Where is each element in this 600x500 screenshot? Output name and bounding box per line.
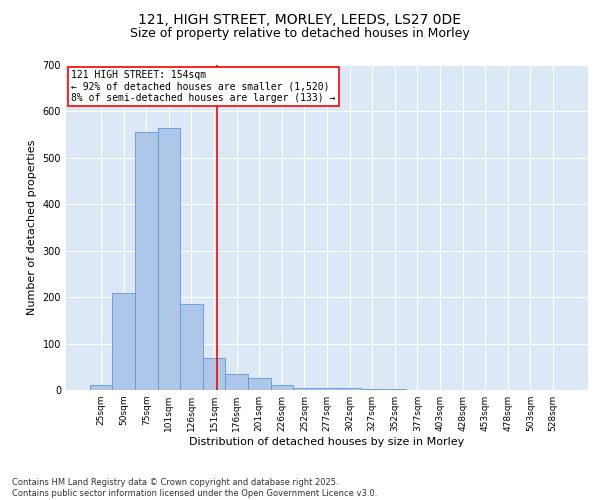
Bar bbox=[361, 388, 383, 390]
Y-axis label: Number of detached properties: Number of detached properties bbox=[27, 140, 37, 315]
Bar bbox=[383, 389, 406, 390]
Bar bbox=[226, 374, 248, 390]
Bar bbox=[316, 388, 338, 390]
X-axis label: Distribution of detached houses by size in Morley: Distribution of detached houses by size … bbox=[190, 437, 464, 447]
Bar bbox=[293, 388, 316, 390]
Bar bbox=[90, 386, 112, 390]
Bar bbox=[180, 304, 203, 390]
Text: Contains HM Land Registry data © Crown copyright and database right 2025.
Contai: Contains HM Land Registry data © Crown c… bbox=[12, 478, 377, 498]
Bar bbox=[112, 292, 135, 390]
Bar bbox=[135, 132, 158, 390]
Bar bbox=[338, 388, 361, 390]
Text: Size of property relative to detached houses in Morley: Size of property relative to detached ho… bbox=[130, 28, 470, 40]
Bar bbox=[203, 358, 226, 390]
Bar bbox=[248, 378, 271, 390]
Text: 121, HIGH STREET, MORLEY, LEEDS, LS27 0DE: 121, HIGH STREET, MORLEY, LEEDS, LS27 0D… bbox=[139, 12, 461, 26]
Text: 121 HIGH STREET: 154sqm
← 92% of detached houses are smaller (1,520)
8% of semi-: 121 HIGH STREET: 154sqm ← 92% of detache… bbox=[71, 70, 335, 103]
Bar bbox=[271, 386, 293, 390]
Bar bbox=[158, 128, 180, 390]
